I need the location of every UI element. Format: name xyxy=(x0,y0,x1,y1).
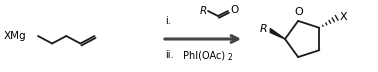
Text: R: R xyxy=(200,6,207,16)
Text: XMg: XMg xyxy=(4,31,26,41)
Text: R: R xyxy=(260,24,267,34)
Polygon shape xyxy=(270,29,285,39)
Text: ii.: ii. xyxy=(165,50,174,60)
Text: PhI(OAc): PhI(OAc) xyxy=(183,50,225,60)
Text: X: X xyxy=(340,12,347,22)
Text: i.: i. xyxy=(165,16,171,26)
Text: O: O xyxy=(295,7,304,17)
Text: O: O xyxy=(230,5,238,15)
Text: 2: 2 xyxy=(228,53,233,62)
